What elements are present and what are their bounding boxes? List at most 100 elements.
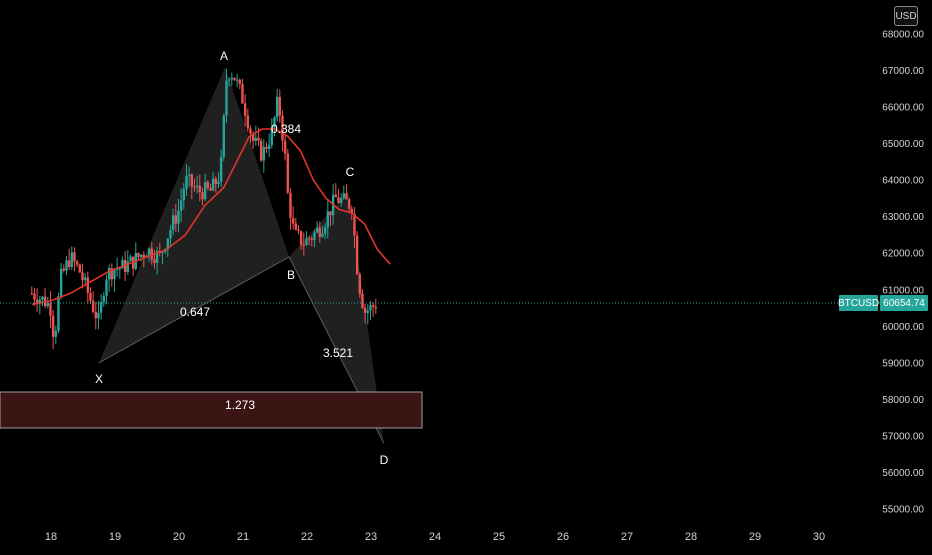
candle bbox=[41, 295, 44, 306]
price-axis[interactable]: 68000.00 67000.00 66000.00 65000.00 64000.00… bbox=[882, 30, 924, 516]
price-axis-label: 59000.00 bbox=[882, 358, 924, 369]
candle bbox=[89, 287, 92, 305]
candle bbox=[46, 297, 49, 309]
candle bbox=[129, 254, 132, 262]
candle-body bbox=[369, 305, 372, 311]
candle-body bbox=[326, 211, 329, 228]
candle bbox=[342, 185, 345, 200]
pattern-triangle-bcd[interactable] bbox=[289, 191, 384, 444]
candle-body bbox=[286, 153, 289, 193]
candle-body bbox=[137, 253, 140, 257]
target-zone[interactable] bbox=[0, 391, 423, 429]
candle bbox=[126, 250, 129, 275]
candle bbox=[286, 148, 289, 194]
candle bbox=[153, 249, 156, 269]
candle bbox=[182, 182, 185, 210]
candle bbox=[174, 203, 177, 233]
candle-body bbox=[318, 227, 321, 237]
candle bbox=[201, 187, 204, 206]
currency-button[interactable]: USD bbox=[894, 6, 918, 26]
candle bbox=[75, 259, 79, 268]
price-axis-label: 57000.00 bbox=[882, 431, 924, 442]
candle-body bbox=[347, 199, 351, 209]
candle bbox=[59, 263, 63, 300]
candle-body bbox=[51, 315, 55, 337]
candle bbox=[267, 133, 271, 157]
candle-body bbox=[99, 302, 103, 313]
candle bbox=[329, 211, 332, 226]
candle bbox=[73, 247, 76, 272]
candle-body bbox=[225, 80, 228, 116]
time-axis-label: 22 bbox=[301, 531, 313, 543]
candle-body bbox=[305, 238, 308, 246]
price-axis-label: 67000.00 bbox=[882, 66, 924, 77]
candle bbox=[310, 235, 313, 247]
price-axis-label: 64000.00 bbox=[882, 176, 924, 187]
candle bbox=[361, 289, 364, 310]
time-axis-label: 20 bbox=[173, 531, 185, 543]
candle bbox=[209, 183, 212, 191]
candle-body bbox=[91, 300, 95, 312]
candle bbox=[297, 225, 300, 235]
candle bbox=[49, 291, 52, 329]
candle-body bbox=[270, 127, 273, 145]
candle bbox=[254, 125, 257, 146]
candle bbox=[334, 183, 337, 198]
candle bbox=[273, 115, 276, 137]
time-axis-label: 25 bbox=[493, 531, 505, 543]
candle bbox=[91, 291, 95, 314]
candle bbox=[54, 325, 57, 344]
time-axis-label: 23 bbox=[365, 531, 377, 543]
candle bbox=[246, 108, 249, 133]
candle bbox=[249, 125, 252, 144]
candle-body bbox=[65, 260, 68, 271]
candle-body bbox=[81, 272, 84, 281]
pattern-triangle-xab[interactable] bbox=[99, 66, 290, 363]
candle bbox=[214, 176, 217, 193]
candle-body bbox=[339, 198, 343, 203]
candle bbox=[177, 199, 180, 233]
point-label-d: D bbox=[380, 453, 389, 467]
candle-body bbox=[235, 79, 239, 81]
candle-body bbox=[190, 174, 193, 187]
candle-body bbox=[102, 295, 105, 303]
candle bbox=[185, 164, 188, 196]
candle bbox=[281, 110, 284, 152]
candle bbox=[161, 250, 164, 265]
candle-body bbox=[230, 77, 233, 80]
candle-body bbox=[315, 227, 319, 233]
candle bbox=[86, 271, 89, 304]
candle-body bbox=[206, 182, 209, 188]
candle bbox=[70, 246, 73, 271]
time-axis-label: 27 bbox=[621, 531, 633, 543]
candle bbox=[326, 199, 329, 239]
candle bbox=[289, 187, 292, 230]
candle-body bbox=[59, 268, 63, 297]
candle-body bbox=[371, 305, 375, 307]
price-axis-label: 60000.00 bbox=[882, 322, 924, 333]
candle bbox=[345, 184, 348, 200]
candle-body bbox=[147, 248, 151, 257]
candle-body bbox=[201, 192, 204, 200]
candle-body bbox=[361, 293, 364, 308]
candle bbox=[57, 292, 60, 334]
candle bbox=[78, 263, 81, 274]
candle-body bbox=[33, 293, 36, 300]
candle-body bbox=[179, 200, 183, 211]
candle bbox=[369, 300, 372, 321]
time-axis-label: 24 bbox=[429, 531, 441, 543]
candle-body bbox=[374, 306, 377, 309]
candle bbox=[222, 113, 225, 162]
candle-body bbox=[227, 79, 231, 81]
candle-body bbox=[54, 331, 57, 337]
candle-body bbox=[110, 267, 113, 280]
candle-body bbox=[342, 193, 345, 199]
candle-body bbox=[259, 140, 263, 161]
candle bbox=[187, 166, 191, 187]
candle-body bbox=[267, 144, 271, 149]
candle-body bbox=[75, 261, 79, 265]
time-axis-label: 19 bbox=[109, 531, 121, 543]
time-axis[interactable]: 18 19 20 21 22 23 24 25 26 27 28 29 30 bbox=[45, 531, 825, 543]
